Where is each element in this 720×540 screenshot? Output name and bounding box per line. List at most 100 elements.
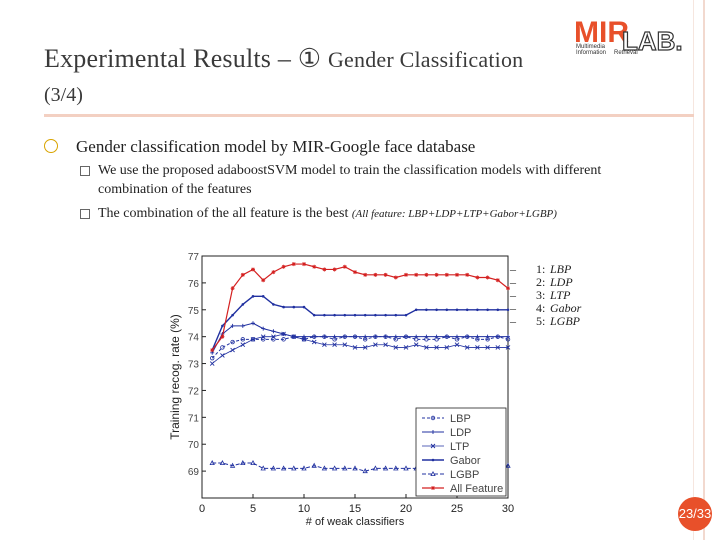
data-point-ltp	[434, 345, 439, 350]
checkbox-bullet-icon	[80, 166, 90, 176]
data-point-ltp	[220, 353, 225, 358]
data-point-ldp	[332, 334, 337, 339]
data-point-ltp	[505, 345, 511, 350]
legend-label: LTP	[450, 441, 469, 453]
data-point-gabor	[435, 308, 438, 312]
legend-marker	[431, 458, 435, 462]
legend-label: LGBP	[450, 469, 479, 481]
data-point-lgbp	[270, 465, 277, 471]
data-point-ldp	[322, 334, 327, 339]
data-point-lgbp	[280, 465, 287, 471]
y-tick-label: 73	[188, 360, 200, 371]
data-point-gabor	[455, 308, 459, 312]
data-point-ltp	[271, 334, 276, 339]
data-point-all-feature	[383, 272, 388, 277]
data-point-all-feature	[240, 272, 245, 277]
slide-title-main: Experimental Results – ①	[44, 44, 328, 73]
data-point-ltp	[240, 342, 246, 348]
y-axis-label: Training recog. rate (%)	[168, 314, 182, 440]
series-line-lgbp	[212, 462, 509, 472]
data-point-ltp	[403, 345, 409, 350]
data-point-lbp	[220, 345, 225, 350]
sub-bullet-1-line2: combination of the features	[98, 182, 252, 197]
data-point-ldp	[230, 323, 235, 328]
data-point-ldp	[383, 334, 388, 339]
data-point-lgbp	[331, 465, 338, 471]
data-point-lbp	[240, 337, 245, 342]
legend-marker	[431, 430, 435, 434]
data-point-ldp	[444, 334, 449, 339]
x-axis-label: # of weak classifiers	[306, 516, 405, 528]
data-point-all-feature	[373, 272, 378, 277]
checkbox-bullet-icon	[80, 209, 90, 219]
feature-key-name: LDP	[550, 275, 573, 289]
legend-marker	[430, 470, 436, 476]
data-point-ltp	[281, 331, 286, 337]
data-point-ldp	[251, 321, 255, 326]
data-point-ltp	[454, 342, 460, 348]
data-point-all-feature	[312, 264, 317, 269]
data-point-lgbp	[393, 465, 399, 471]
slide-title: Experimental Results – ① Gender Classifi…	[44, 44, 523, 74]
logo-line2: Information	[576, 50, 606, 56]
data-point-gabor	[404, 313, 408, 317]
data-point-gabor	[353, 313, 357, 317]
data-point-lgbp	[219, 459, 226, 466]
feature-key-name: Gabor	[550, 301, 582, 315]
data-point-ltp	[362, 345, 368, 350]
slide-title-sub: Gender Classification	[327, 47, 524, 72]
y-tick-label: 71	[188, 413, 200, 424]
data-point-gabor	[292, 305, 296, 309]
data-point-all-feature	[485, 275, 490, 280]
feature-key-dash: –	[510, 262, 516, 276]
y-tick-label: 75	[188, 306, 200, 317]
data-point-all-feature	[404, 272, 408, 277]
legend-marker	[431, 486, 435, 490]
data-point-ldp	[302, 334, 306, 339]
data-point-all-feature	[210, 348, 215, 353]
data-point-ldp	[414, 334, 419, 339]
legend-label: LDP	[450, 427, 471, 439]
page-number: 23/33	[678, 497, 712, 531]
data-point-gabor	[312, 313, 316, 317]
data-point-all-feature	[332, 267, 337, 272]
data-point-ldp	[424, 334, 429, 339]
data-point-ldp	[261, 326, 266, 331]
feature-key-dash: –	[510, 314, 516, 328]
series-line-ltp	[211, 333, 508, 364]
logo-lab: LAB.	[622, 26, 683, 56]
data-point-all-feature	[322, 267, 327, 272]
data-point-gabor	[261, 295, 265, 298]
logo-line1: Multimedia	[576, 44, 606, 50]
x-tick-label: 25	[451, 503, 463, 515]
data-point-ltp	[352, 345, 358, 350]
data-point-lgbp	[301, 465, 307, 471]
data-point-all-feature	[414, 272, 419, 277]
y-tick-label: 74	[188, 333, 200, 344]
feature-key-name: LTP	[550, 288, 571, 302]
feature-key-number: 1:	[536, 262, 546, 276]
data-point-ldp	[312, 334, 317, 339]
series-line-gabor	[211, 295, 508, 351]
x-tick-label: 10	[298, 503, 310, 515]
data-point-gabor	[323, 313, 326, 317]
data-point-ldp	[271, 329, 276, 334]
main-bullet-text: Gender classification model by MIR-Googl…	[76, 137, 476, 156]
data-point-ltp	[260, 334, 266, 339]
legend-label: LBP	[450, 413, 471, 425]
data-point-gabor	[302, 305, 306, 309]
data-point-lgbp	[372, 465, 379, 471]
data-point-all-feature	[302, 262, 306, 267]
sub-bullet-2-main: The combination of the all feature is th…	[98, 206, 352, 221]
x-tick-label: 15	[349, 503, 361, 515]
data-point-ldp	[434, 334, 439, 339]
data-point-ltp	[475, 345, 480, 350]
data-point-gabor	[384, 313, 387, 317]
data-point-lbp	[250, 337, 256, 342]
data-point-ldp	[495, 334, 500, 339]
data-point-gabor	[272, 303, 275, 306]
data-point-lgbp	[362, 468, 368, 474]
data-point-ldp	[342, 334, 347, 339]
data-point-ldp	[393, 334, 398, 339]
data-point-lgbp	[321, 465, 328, 471]
